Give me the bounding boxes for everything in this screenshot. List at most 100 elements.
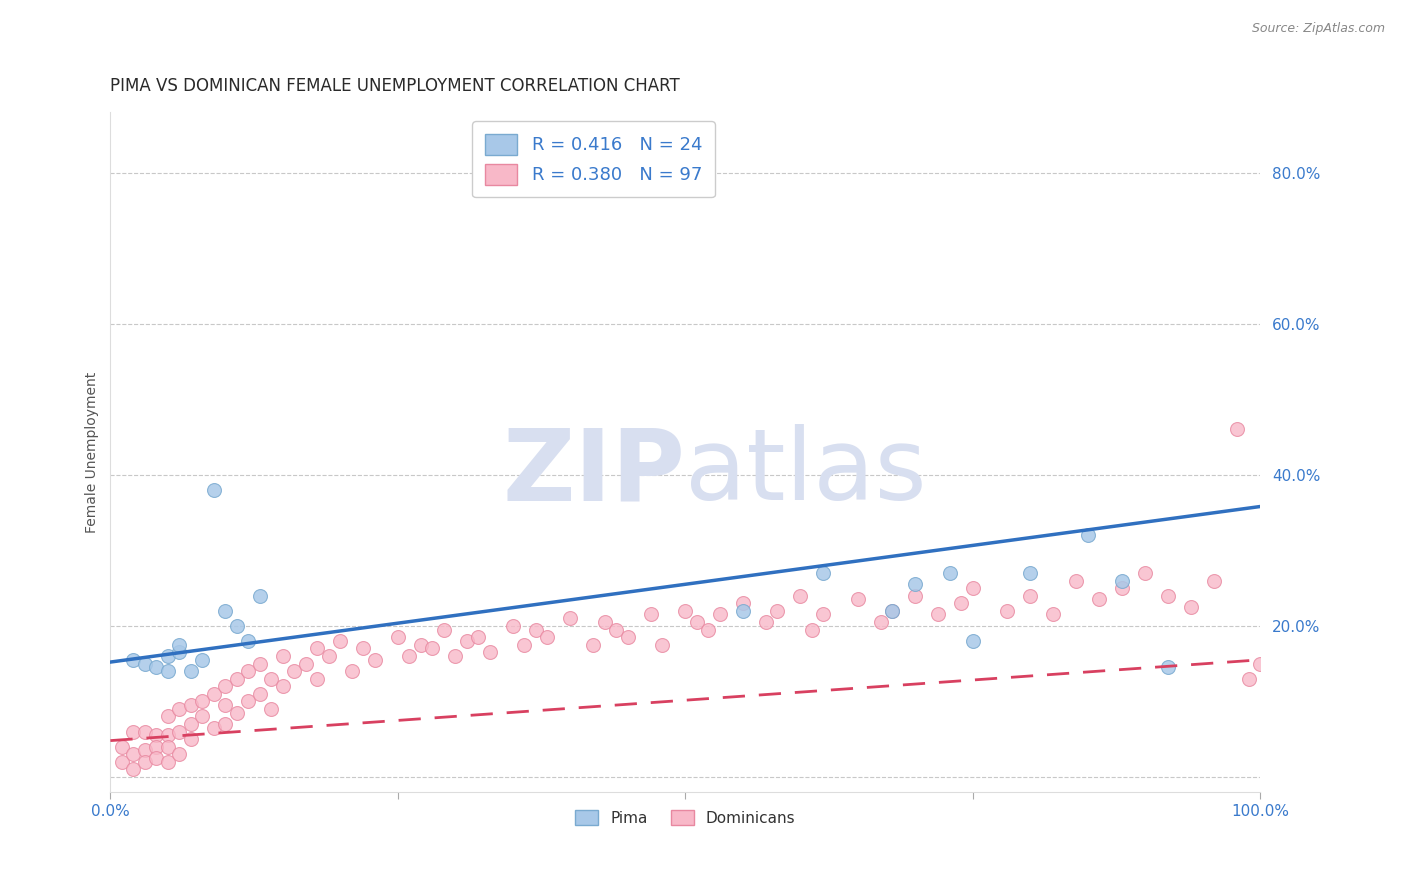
Point [1237,672,1260,686]
Point [962,581,984,595]
Point [122,724,145,739]
Point [673,604,696,618]
Point [1249,657,1271,671]
Point [995,604,1018,618]
Y-axis label: Female Unemployment: Female Unemployment [86,371,100,533]
Point [813,566,835,580]
Point [191,653,214,667]
Point [122,653,145,667]
Point [813,607,835,622]
Point [169,747,191,762]
Point [1019,589,1042,603]
Point [122,747,145,762]
Point [939,566,962,580]
Point [180,664,202,678]
Point [1042,607,1064,622]
Point [156,664,179,678]
Point [145,728,167,742]
Point [800,623,823,637]
Point [709,607,731,622]
Legend: Pima, Dominicans: Pima, Dominicans [569,804,801,832]
Point [202,687,225,701]
Point [249,687,271,701]
Point [260,672,283,686]
Point [605,623,627,637]
Point [225,706,247,720]
Point [433,623,456,637]
Point [202,483,225,497]
Point [697,623,720,637]
Text: ZIP: ZIP [502,424,685,521]
Point [904,577,927,591]
Point [1226,422,1249,436]
Point [156,728,179,742]
Point [271,679,294,693]
Point [156,755,179,769]
Point [260,702,283,716]
Point [122,762,145,776]
Point [731,596,754,610]
Point [169,702,191,716]
Point [1088,592,1111,607]
Point [214,698,236,712]
Point [283,664,305,678]
Point [271,648,294,663]
Point [870,615,893,629]
Point [134,724,156,739]
Point [731,604,754,618]
Point [536,630,558,644]
Point [467,630,489,644]
Point [789,589,811,603]
Point [134,743,156,757]
Point [766,604,789,618]
Point [214,717,236,731]
Point [651,638,673,652]
Point [950,596,973,610]
Point [1111,574,1133,588]
Point [478,645,501,659]
Point [1157,589,1180,603]
Point [111,739,134,754]
Point [593,615,616,629]
Point [191,709,214,723]
Point [882,604,904,618]
Point [225,672,247,686]
Point [156,648,179,663]
Point [1066,574,1088,588]
Point [640,607,662,622]
Point [617,630,640,644]
Point [1204,574,1226,588]
Point [214,604,236,618]
Point [1157,660,1180,674]
Point [962,634,984,648]
Point [238,694,260,708]
Point [145,660,167,674]
Point [686,615,709,629]
Point [202,721,225,735]
Point [238,664,260,678]
Point [422,641,444,656]
Point [156,739,179,754]
Point [169,724,191,739]
Point [398,648,420,663]
Point [444,648,467,663]
Point [927,607,949,622]
Point [456,634,478,648]
Text: PIMA VS DOMINICAN FEMALE UNEMPLOYMENT CORRELATION CHART: PIMA VS DOMINICAN FEMALE UNEMPLOYMENT CO… [111,78,681,95]
Point [249,589,271,603]
Point [156,709,179,723]
Point [387,630,409,644]
Point [846,592,869,607]
Point [524,623,547,637]
Point [560,611,582,625]
Point [364,653,387,667]
Point [755,615,778,629]
Point [180,717,202,731]
Point [295,657,318,671]
Point [134,657,156,671]
Point [307,672,329,686]
Point [180,698,202,712]
Point [409,638,432,652]
Point [145,751,167,765]
Point [1019,566,1042,580]
